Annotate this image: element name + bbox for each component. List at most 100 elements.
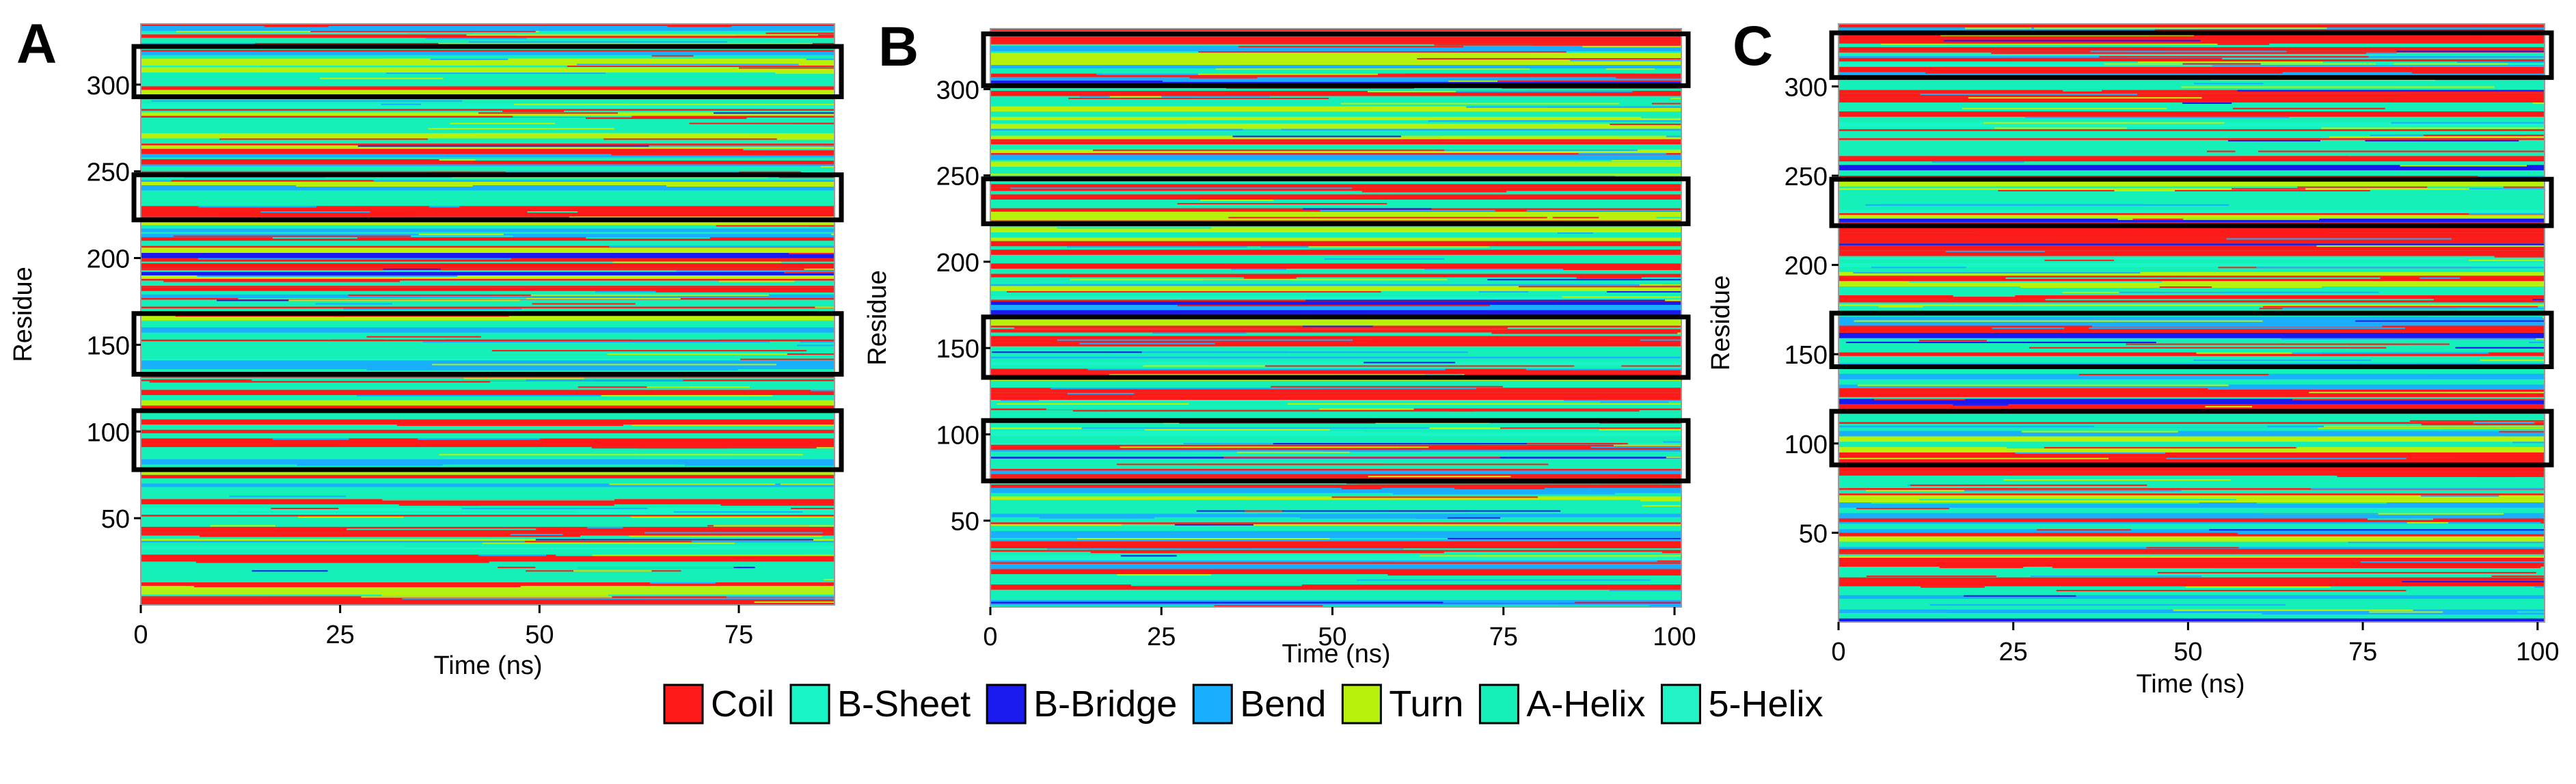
residue-segment	[1152, 332, 1247, 334]
residue-segment	[1992, 304, 2136, 306]
residue-segment	[2233, 107, 2385, 109]
residue-segment	[2139, 513, 2378, 515]
residue-segment	[1111, 351, 1468, 353]
residue-segment	[366, 336, 481, 338]
residue-segment	[1925, 72, 2283, 74]
residue-segment	[1594, 232, 1681, 234]
highlight-box	[1829, 176, 2554, 228]
residue-segment	[2499, 431, 2545, 433]
highlight-box	[981, 176, 1691, 226]
residue-segment	[1424, 269, 1681, 271]
residue-band	[1839, 258, 2545, 260]
residue-segment	[2222, 57, 2545, 59]
residue-segment	[718, 280, 795, 282]
residue-band	[1839, 72, 2545, 78]
residue-segment	[791, 507, 835, 509]
residue-segment	[820, 166, 835, 168]
residue-segment	[1874, 398, 1966, 401]
residue-segment	[1983, 122, 2225, 124]
residue-segment	[1277, 562, 1395, 564]
top-coil-line	[990, 29, 1681, 31]
residue-segment	[1308, 246, 1490, 248]
residue-segment	[2370, 134, 2424, 137]
residue-band	[141, 252, 835, 258]
residue-band	[990, 560, 1681, 563]
residue-segment	[1368, 476, 1511, 478]
residue-band	[990, 513, 1681, 517]
residue-segment	[525, 541, 692, 543]
residue-band	[1839, 46, 2545, 51]
residue-segment	[586, 237, 710, 239]
x-tick-label: 50	[525, 621, 554, 649]
residue-band	[1839, 384, 2545, 388]
residue-segment	[1010, 187, 1353, 189]
residue-segment	[666, 185, 835, 187]
residue-segment	[1949, 611, 2217, 613]
residue-segment	[1083, 57, 1315, 59]
residue-segment	[1109, 96, 1162, 98]
residue-band	[1839, 40, 2545, 44]
residue-segment	[527, 258, 835, 260]
residue-band	[1839, 457, 2545, 463]
residue-segment	[2193, 360, 2372, 362]
residue-segment	[505, 171, 740, 173]
residue-band	[990, 135, 1681, 139]
residue-segment	[778, 176, 835, 178]
residue-band	[141, 294, 835, 298]
residue-segment	[252, 570, 328, 572]
residue-band	[990, 161, 1681, 167]
residue-segment	[2210, 79, 2435, 81]
residue-segment	[667, 25, 732, 27]
residue-band	[141, 438, 835, 442]
residue-segment	[1633, 65, 1681, 67]
residue-band	[141, 237, 835, 241]
residue-band	[990, 237, 1681, 241]
residue-segment	[1063, 461, 1272, 463]
residue-segment	[396, 424, 623, 427]
residue-segment	[1645, 51, 1681, 53]
residue-segment	[2329, 136, 2502, 138]
residue-segment	[1450, 80, 1681, 82]
residue-segment	[1532, 44, 1681, 46]
residue-segment	[2480, 111, 2545, 113]
residue-band	[1839, 618, 2545, 622]
residue-segment	[1070, 279, 1448, 281]
residue-segment	[2227, 139, 2320, 141]
residue-band	[141, 532, 835, 534]
residue-band	[1839, 327, 2545, 333]
residue-segment	[831, 234, 835, 236]
residue-segment	[1575, 601, 1681, 604]
residue-segment	[1641, 232, 1681, 234]
residue-segment	[1943, 40, 2201, 42]
residue-segment	[673, 511, 796, 513]
residue-segment	[2365, 139, 2519, 141]
residue-band	[141, 32, 835, 35]
residue-segment	[1651, 103, 1681, 105]
y-tick-label: 100	[936, 421, 979, 450]
residue-band	[1839, 180, 2545, 187]
residue-segment	[2099, 56, 2369, 58]
residue-segment	[2400, 165, 2527, 167]
residue-segment	[2363, 388, 2541, 390]
x-tick-label: 0	[133, 621, 148, 649]
residue-segment	[804, 268, 835, 270]
residue-segment	[142, 55, 185, 57]
residue-band	[1839, 66, 2545, 72]
residue-segment	[1039, 517, 1155, 519]
residue-segment	[1331, 496, 1538, 498]
residue-segment	[381, 58, 690, 60]
residue-band	[141, 360, 835, 364]
residue-segment	[1641, 116, 1681, 118]
residue-segment	[1549, 96, 1589, 98]
residue-segment	[2052, 567, 2350, 569]
residue-segment	[2529, 341, 2545, 344]
residue-segment	[1649, 605, 1681, 607]
residue-segment	[2093, 320, 2263, 322]
residue-segment	[1563, 399, 1681, 401]
legend-item: Coil	[663, 684, 774, 725]
residue-segment	[2376, 355, 2512, 357]
residue-segment	[1867, 479, 2000, 481]
residue-segment	[1932, 161, 2024, 163]
residue-segment	[1871, 502, 2090, 504]
